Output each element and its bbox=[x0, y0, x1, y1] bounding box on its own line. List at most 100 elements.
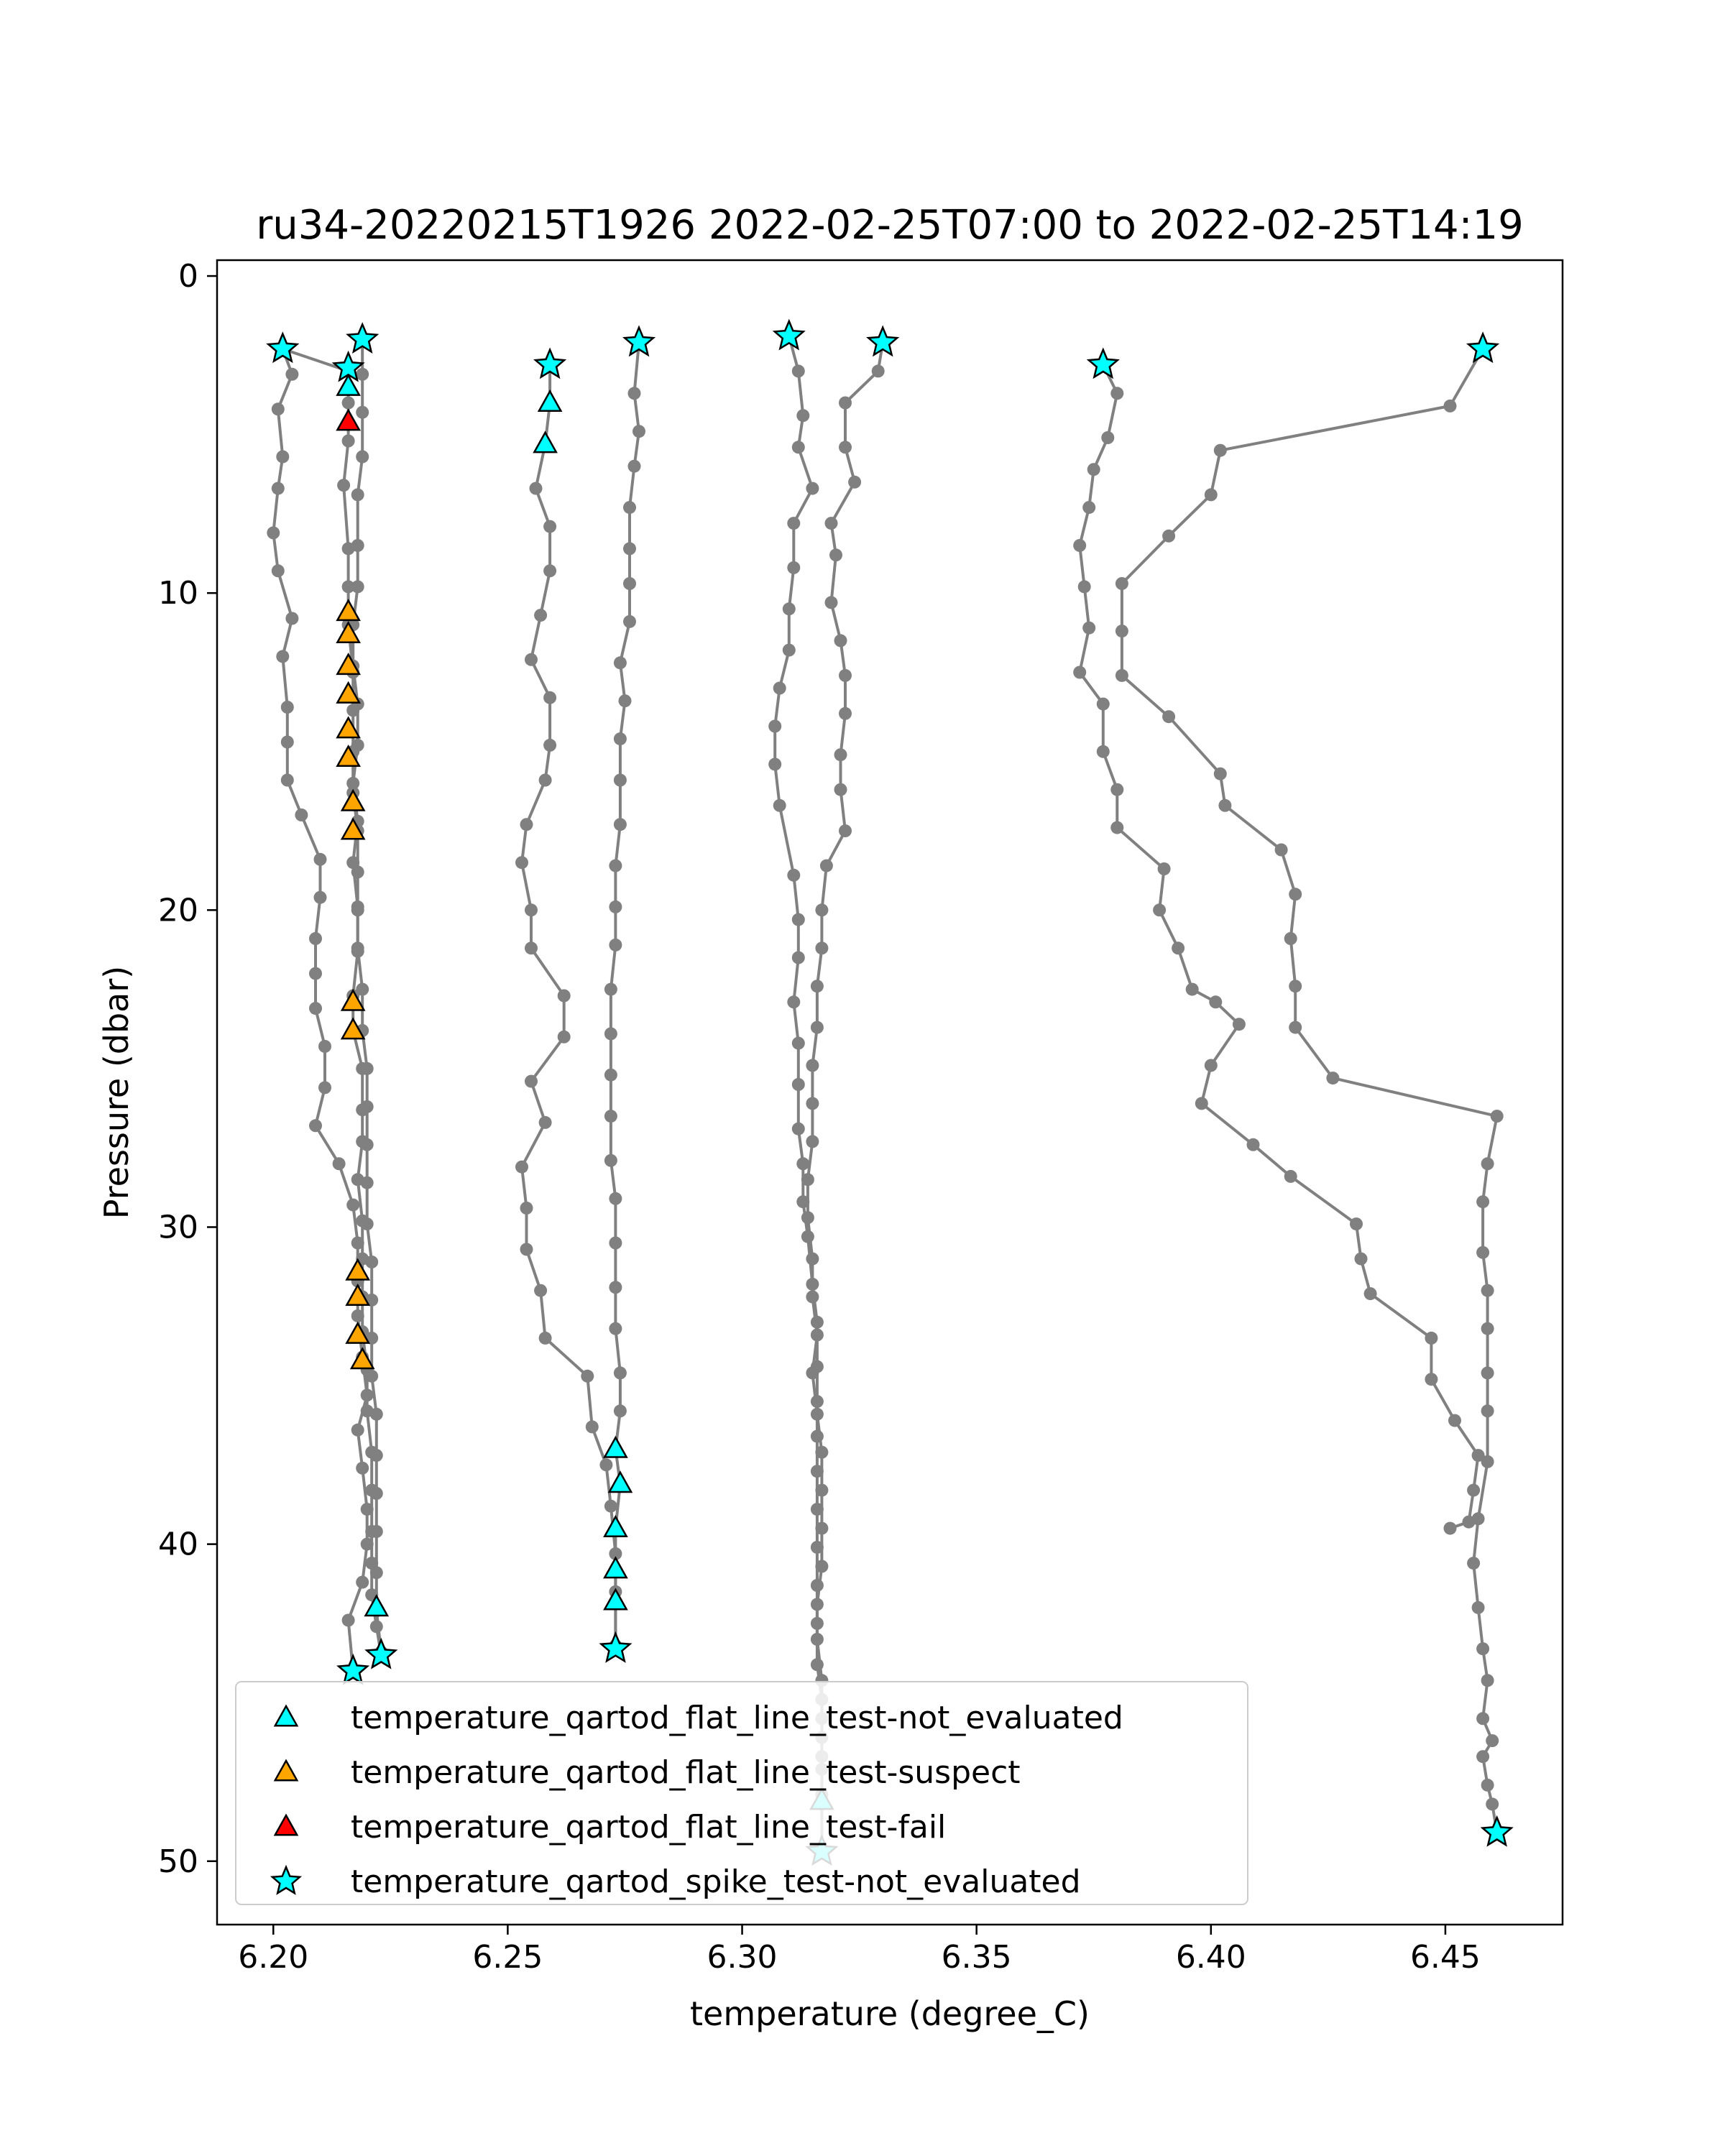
profile-point bbox=[1486, 1734, 1499, 1748]
profile-point bbox=[599, 1458, 613, 1472]
spike-star-marker bbox=[533, 347, 567, 379]
legend-entry: temperature_qartod_flat_line_test-not_ev… bbox=[273, 1700, 1123, 1736]
profile-point bbox=[1087, 463, 1100, 476]
profile-point bbox=[801, 1173, 814, 1187]
profile-point bbox=[538, 1331, 552, 1345]
profile-point bbox=[1073, 539, 1087, 552]
profile-point bbox=[806, 1059, 819, 1072]
profile-point bbox=[1096, 745, 1110, 758]
profile-point bbox=[604, 982, 617, 996]
profile-point bbox=[773, 681, 786, 695]
profile-point bbox=[1213, 767, 1227, 780]
flat-line-triangle-marker bbox=[603, 1435, 628, 1458]
profile-point bbox=[369, 1487, 383, 1500]
profile-point bbox=[581, 1369, 594, 1383]
profile-point bbox=[604, 1499, 617, 1513]
profile-point bbox=[613, 1366, 627, 1380]
profile-point bbox=[1476, 1642, 1490, 1656]
profile-point bbox=[356, 1461, 369, 1475]
profile-point bbox=[613, 1404, 627, 1418]
profile-point bbox=[285, 612, 299, 625]
flat-line-triangle-marker bbox=[336, 681, 361, 704]
profile-point bbox=[627, 387, 641, 400]
y-axis: 0 10 20 30 40 50 bbox=[158, 258, 217, 1880]
profile-point bbox=[1274, 843, 1288, 857]
profile-point bbox=[520, 1243, 533, 1256]
profile-point bbox=[520, 818, 533, 831]
spike-star-marker bbox=[346, 322, 380, 354]
x-tick-label: 6.20 bbox=[238, 1939, 308, 1976]
profile-point bbox=[815, 941, 829, 955]
series-temperature_qartod_flat_line_test-not_evaluated bbox=[336, 373, 834, 1810]
profile-point bbox=[1471, 1512, 1485, 1526]
profile-point bbox=[346, 856, 360, 870]
profile-point bbox=[810, 1579, 824, 1592]
flat-line-triangle-marker bbox=[345, 1258, 371, 1281]
profile-point bbox=[1289, 888, 1302, 901]
profile-point bbox=[529, 482, 543, 495]
flat-line-triangle-marker bbox=[336, 373, 361, 396]
profile-point bbox=[815, 903, 829, 917]
profile-line bbox=[282, 347, 383, 1656]
profile-point bbox=[1115, 625, 1128, 638]
profile-point bbox=[806, 1097, 819, 1110]
profile-point bbox=[525, 941, 538, 955]
profile-point bbox=[623, 501, 636, 515]
spike-star-marker bbox=[331, 350, 365, 382]
profile-point bbox=[1448, 1414, 1461, 1427]
spike-star-marker bbox=[266, 331, 300, 364]
profile-point bbox=[280, 773, 294, 787]
profile-point bbox=[1162, 710, 1176, 724]
profile-point bbox=[801, 1230, 814, 1243]
profile-point bbox=[1486, 1797, 1499, 1811]
profile-point bbox=[627, 459, 641, 473]
legend-box bbox=[235, 1681, 1248, 1905]
profile-point bbox=[871, 364, 885, 378]
profile-point bbox=[341, 1613, 355, 1627]
profile-point bbox=[1246, 1138, 1260, 1151]
profile-point bbox=[1077, 580, 1091, 594]
profile-point bbox=[613, 818, 627, 831]
profile-point bbox=[806, 1366, 819, 1380]
profile-point bbox=[1476, 1245, 1490, 1259]
profile-point bbox=[360, 1138, 374, 1151]
profile-point bbox=[585, 1420, 599, 1434]
profile-point bbox=[1354, 1252, 1368, 1266]
legend-label: temperature_qartod_flat_line_test-suspec… bbox=[351, 1754, 1021, 1791]
profile-point bbox=[1467, 1483, 1481, 1497]
profile-point bbox=[1289, 1021, 1302, 1034]
legend-entry: temperature_qartod_spike_test-not_evalua… bbox=[270, 1864, 1081, 1900]
profile-point bbox=[796, 1195, 810, 1209]
profile-point bbox=[360, 1100, 374, 1113]
legend-triangle-icon bbox=[273, 1759, 299, 1782]
profile-point bbox=[341, 396, 355, 410]
profile-point bbox=[609, 1236, 622, 1250]
profile-point bbox=[806, 1135, 819, 1148]
profile-point bbox=[557, 989, 571, 1003]
profile-point bbox=[1284, 932, 1297, 945]
profile-point bbox=[1096, 697, 1110, 711]
profile-point bbox=[356, 405, 369, 419]
profile-point bbox=[839, 706, 852, 720]
x-tick-label: 6.35 bbox=[942, 1939, 1012, 1976]
legend-triangle-icon bbox=[273, 1813, 299, 1836]
flat-line-triangle-marker bbox=[336, 716, 361, 739]
y-tick-label: 30 bbox=[158, 1209, 198, 1245]
legend: temperature_qartod_flat_line_test-not_ev… bbox=[235, 1681, 1248, 1905]
profile-point bbox=[791, 364, 805, 378]
y-axis-label: Pressure (dbar) bbox=[97, 966, 136, 1219]
profile-point bbox=[839, 668, 852, 682]
profile-8 bbox=[1073, 358, 1485, 1535]
profile-point bbox=[829, 548, 842, 562]
profile-point bbox=[815, 1521, 829, 1535]
profile-point bbox=[623, 577, 636, 590]
profile-point bbox=[276, 650, 290, 663]
profile-3 bbox=[346, 333, 388, 1659]
profile-point bbox=[806, 1290, 819, 1304]
profile-point bbox=[848, 475, 862, 489]
profile-point bbox=[1204, 488, 1218, 502]
y-tick-label: 40 bbox=[158, 1526, 198, 1563]
profile-9 bbox=[1115, 342, 1504, 1840]
profile-point bbox=[351, 488, 364, 502]
